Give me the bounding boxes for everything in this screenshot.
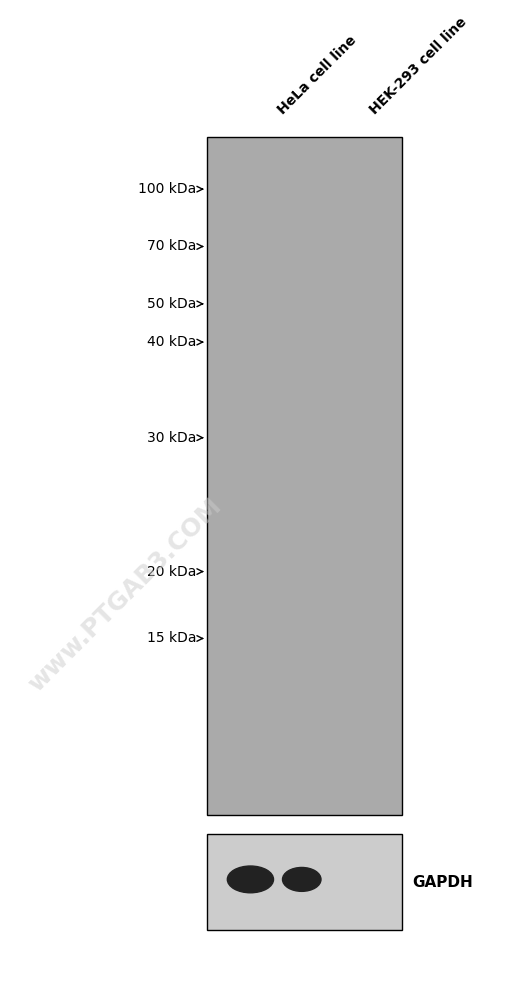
- Text: HeLa cell line: HeLa cell line: [275, 33, 359, 118]
- Text: 15 kDa: 15 kDa: [147, 631, 203, 645]
- Text: HEK-293 cell line: HEK-293 cell line: [368, 15, 470, 118]
- Text: 50 kDa: 50 kDa: [147, 297, 203, 311]
- Text: 30 kDa: 30 kDa: [147, 431, 203, 445]
- Text: 40 kDa: 40 kDa: [147, 335, 203, 349]
- FancyBboxPatch shape: [207, 834, 402, 930]
- Text: 70 kDa: 70 kDa: [147, 239, 203, 253]
- Text: 100 kDa: 100 kDa: [138, 182, 203, 196]
- FancyBboxPatch shape: [207, 137, 402, 816]
- Text: www.PTGAB3.COM: www.PTGAB3.COM: [24, 495, 226, 697]
- Ellipse shape: [227, 866, 274, 892]
- Text: GAPDH: GAPDH: [412, 874, 473, 889]
- Text: 20 kDa: 20 kDa: [147, 564, 203, 578]
- Ellipse shape: [282, 867, 321, 891]
